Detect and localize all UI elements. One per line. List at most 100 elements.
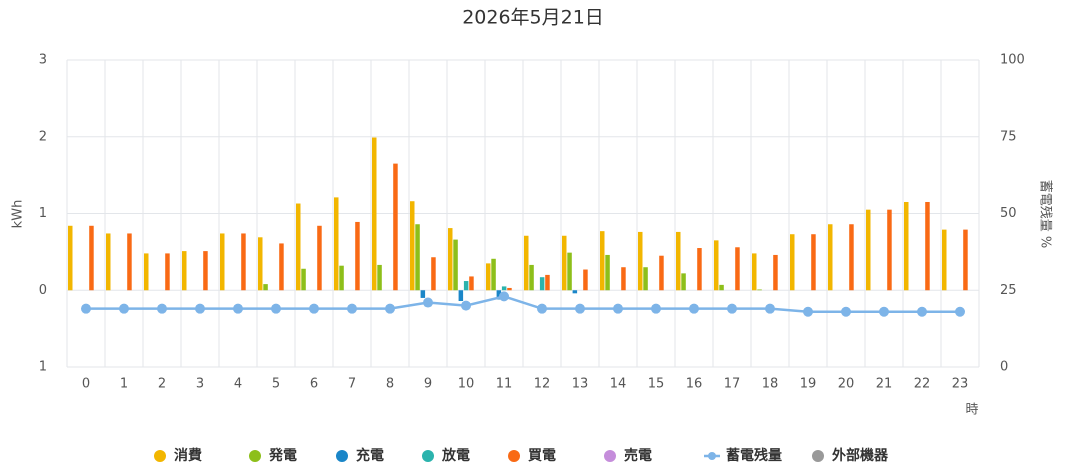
- bar: [463, 281, 469, 291]
- line-point: [499, 291, 509, 302]
- bar: [415, 224, 420, 291]
- legend-label: 消費: [174, 447, 202, 464]
- y2-axis-label: 蓄電残量 %: [1038, 180, 1053, 249]
- y-tick-label: 3: [39, 53, 47, 68]
- legend-marker: [812, 450, 824, 462]
- y-tick-label: 1: [39, 360, 47, 375]
- bar: [355, 221, 360, 291]
- bar: [524, 235, 529, 291]
- x-tick-label: 22: [914, 377, 931, 392]
- x-tick-label: 7: [348, 377, 356, 392]
- x-tick-label: 15: [648, 377, 665, 392]
- bar: [790, 234, 795, 291]
- x-tick-label: 11: [496, 377, 513, 392]
- x-tick-label: 5: [272, 377, 280, 392]
- x-tick-label: 6: [310, 377, 318, 392]
- x-tick-label: 14: [610, 377, 627, 392]
- line-point: [727, 303, 737, 314]
- legend-marker: [336, 450, 348, 462]
- line-point: [613, 303, 623, 314]
- bar: [811, 234, 816, 291]
- line: [86, 295, 960, 313]
- legend-marker: [708, 452, 716, 460]
- bar: [501, 286, 507, 291]
- bar: [659, 255, 664, 291]
- x-tick-label: 20: [838, 377, 855, 392]
- bar: [372, 137, 377, 291]
- line-point: [575, 303, 585, 314]
- bar: [263, 284, 268, 291]
- bar: [887, 209, 892, 291]
- x-tick-label: 4: [234, 377, 242, 392]
- y2-tick-label: 50: [1000, 206, 1017, 221]
- bar: [539, 277, 545, 291]
- bar: [431, 257, 436, 291]
- x-tick-label: 2: [158, 377, 166, 392]
- line-point: [841, 306, 851, 317]
- bar: [203, 251, 208, 291]
- bar: [279, 243, 284, 291]
- bar: [735, 247, 740, 291]
- bar: [220, 233, 225, 291]
- bar: [719, 284, 724, 291]
- bar: [714, 240, 719, 291]
- x-tick-label: 8: [386, 377, 394, 392]
- x-tick-label: 9: [424, 377, 432, 392]
- y2-tick-label: 75: [1000, 129, 1017, 144]
- legend-label: 充電: [356, 447, 384, 464]
- x-tick-label: 13: [572, 377, 589, 392]
- y-tick-label: 2: [39, 129, 47, 144]
- x-axis-label: 時: [965, 403, 978, 418]
- bar: [448, 228, 453, 291]
- bar: [377, 264, 382, 291]
- line-point: [879, 306, 889, 317]
- line-point: [347, 303, 357, 314]
- bar: [697, 248, 702, 291]
- line-point: [461, 300, 471, 311]
- bar: [621, 267, 626, 291]
- x-tick-label: 0: [82, 377, 90, 392]
- x-tick-label: 1: [120, 377, 128, 392]
- legend-label: 売電: [624, 447, 652, 464]
- y2-tick-label: 0: [1000, 360, 1008, 375]
- legend-label: 外部機器: [832, 447, 889, 464]
- bar: [866, 209, 871, 291]
- line-point: [195, 303, 205, 314]
- bar: [393, 163, 398, 291]
- line-point: [917, 306, 927, 317]
- chart-title: 2026年5月21日: [462, 7, 604, 29]
- bar: [529, 264, 534, 291]
- line-point: [765, 303, 775, 314]
- legend-label: 買電: [528, 447, 556, 464]
- line-point: [385, 303, 395, 314]
- legend-marker: [422, 450, 434, 462]
- bar: [486, 263, 491, 291]
- bar: [925, 201, 930, 291]
- x-tick-label: 18: [762, 377, 779, 392]
- bar: [545, 274, 550, 291]
- bar: [567, 252, 572, 291]
- line-point: [81, 303, 91, 314]
- y-axis-label: kWh: [11, 200, 26, 229]
- bar: [849, 224, 854, 291]
- bar: [600, 231, 605, 291]
- bar: [828, 224, 833, 291]
- bar: [89, 225, 94, 291]
- bar: [676, 231, 681, 291]
- bar: [165, 253, 170, 291]
- y2-tick-label: 100: [1000, 53, 1025, 68]
- line-point: [803, 306, 813, 317]
- bar: [605, 254, 610, 291]
- bar: [469, 276, 474, 291]
- y-tick-label: 0: [39, 283, 47, 298]
- bar: [507, 287, 512, 291]
- x-tick-label: 10: [458, 377, 475, 392]
- line-point: [689, 303, 699, 314]
- line-point: [537, 303, 547, 314]
- bar: [757, 289, 762, 291]
- bar: [773, 254, 778, 291]
- x-tick-label: 12: [534, 377, 551, 392]
- bar: [410, 201, 415, 291]
- line-point: [119, 303, 129, 314]
